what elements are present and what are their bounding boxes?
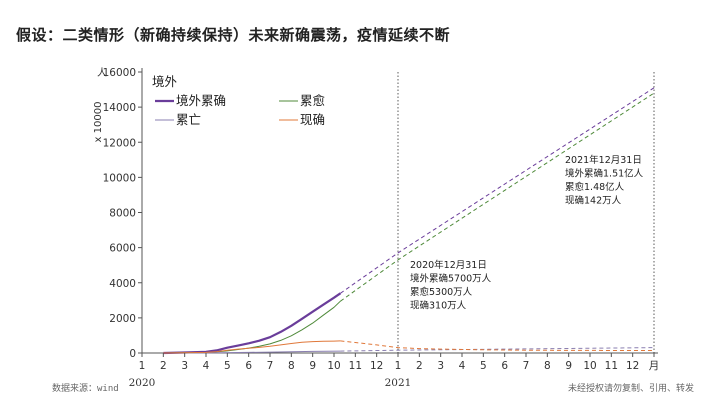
x-tick-label: 月	[649, 360, 660, 372]
y-tick-label: 8000	[109, 208, 136, 220]
y-tick-label: 14000	[103, 102, 136, 114]
x-tick-label: 11	[349, 360, 362, 372]
x-tick-label: 1	[139, 360, 146, 372]
legend-label: 现确	[300, 112, 325, 127]
annotation-text: 累愈5300万人	[410, 286, 473, 298]
y-tick-label: 12000	[103, 137, 136, 149]
series-projection-line	[340, 87, 655, 294]
y-tick-label: 16000	[103, 67, 136, 79]
x-tick-label: 5	[480, 360, 487, 372]
series-line	[163, 350, 341, 354]
annotation-text: 2021年12月31日	[565, 154, 642, 166]
series-projection-line	[340, 347, 655, 352]
series-projection-line	[340, 92, 655, 302]
x-tick-label: 7	[267, 360, 274, 372]
x-tick-label: 3	[437, 360, 444, 372]
y-tick-label: 4000	[109, 278, 136, 290]
legend-label: 累愈	[300, 93, 326, 108]
x-tick-label: 8	[544, 360, 551, 372]
x-tick-label: 4	[203, 360, 210, 372]
y-tick-label: 0	[129, 348, 136, 360]
x-tick-label: 3	[181, 360, 188, 372]
x-tick-label: 9	[309, 360, 316, 372]
series-line	[163, 300, 341, 354]
x-tick-label: 9	[565, 360, 572, 372]
series-line	[163, 292, 342, 355]
x-tick-label: 11	[605, 360, 618, 372]
series-line	[163, 340, 341, 354]
y-tick-label: 6000	[109, 243, 136, 255]
panel-label: 境外	[152, 74, 178, 89]
x-tick-label: 6	[501, 360, 508, 372]
year-label: 2021	[385, 377, 412, 389]
copyright-notice: 未经授权请勿复制、引用、转发	[567, 384, 694, 394]
x-tick-label: 12	[626, 360, 639, 372]
annotation-text: 境外累确1.51亿人	[565, 168, 644, 180]
annotation-text: 2020年12月31日	[410, 259, 487, 271]
x-tick-label: 1	[395, 360, 402, 372]
x-tick-label: 4	[459, 360, 466, 372]
x-tick-label: 8	[288, 360, 295, 372]
annotation-text: 现确142万人	[565, 195, 622, 207]
annotation-text: 现确310万人	[410, 300, 467, 312]
y-tick-label: 10000	[103, 172, 136, 184]
x-tick-label: 10	[583, 360, 596, 372]
annotation-text: 累愈1.48亿人	[565, 181, 625, 193]
x-tick-label: 6	[245, 360, 252, 372]
x-tick-label: 12	[370, 360, 383, 372]
page-title: 假设：二类情形（新确持续保持）未来新确震荡，疫情延续不断	[16, 26, 451, 44]
annotation-text: 境外累确5700万人	[410, 273, 492, 285]
y-axis-unit: x 10000	[93, 102, 104, 143]
y-tick-label: 2000	[109, 313, 136, 325]
y-axis-label: 人	[97, 67, 107, 79]
legend-label: 累亡	[176, 112, 201, 127]
x-tick-label: 7	[523, 360, 530, 372]
data-source: 数据来源：wind	[52, 384, 119, 394]
legend-label: 境外累确	[176, 93, 226, 108]
x-tick-label: 2	[160, 360, 167, 372]
year-label: 2020	[129, 377, 156, 389]
x-tick-label: 10	[327, 360, 340, 372]
x-tick-label: 5	[224, 360, 231, 372]
x-tick-label: 2	[416, 360, 423, 372]
